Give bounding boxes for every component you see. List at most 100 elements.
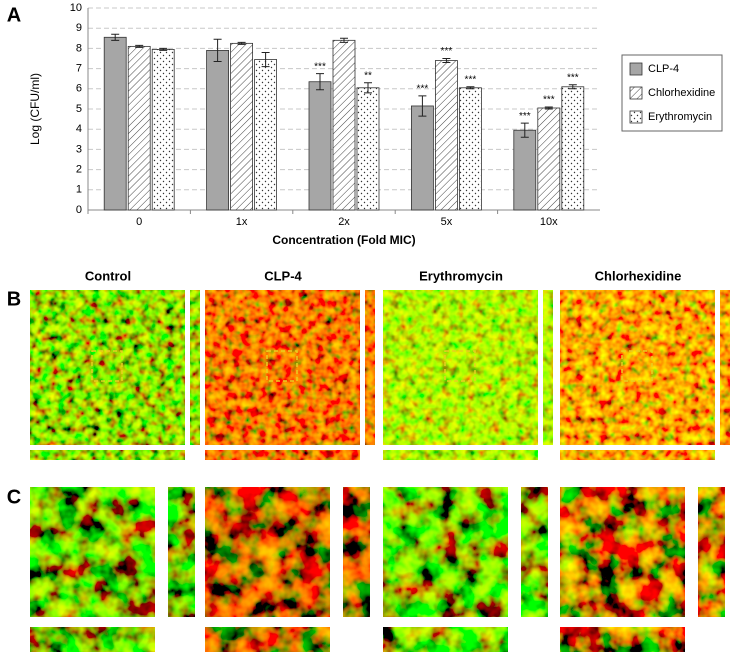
zoom-box <box>444 350 476 382</box>
bar <box>308 81 332 211</box>
error-bar <box>364 82 372 94</box>
legend-label: Erythromycin <box>648 111 712 123</box>
legend-swatch <box>629 110 643 124</box>
error-bar <box>466 86 475 90</box>
bar <box>206 50 230 211</box>
y-axis-title: Log (CFU/ml) <box>28 73 42 145</box>
biofilm-image <box>382 289 539 446</box>
y-tick-label: 4 <box>76 123 82 135</box>
side-section <box>189 289 201 446</box>
bottom-section <box>204 449 361 461</box>
y-tick-label: 1 <box>76 184 82 196</box>
error-bar <box>520 122 529 138</box>
bar <box>103 36 127 211</box>
significance-label: *** <box>567 72 579 83</box>
zoom-bottom-section <box>559 626 686 653</box>
zoom-bottom-section <box>382 626 509 653</box>
error-bar <box>237 41 246 45</box>
bar <box>356 87 380 211</box>
zoom-bottom-section <box>204 626 331 653</box>
x-tick-label: 10x <box>540 216 558 228</box>
panel-label: C <box>7 486 21 508</box>
microscopy-panels: A B C Control CLP-4 Erythromycin Chlorhexidine <box>7 4 731 653</box>
zoom-box <box>266 350 298 382</box>
error-bar <box>544 106 553 110</box>
column-title: CLP-4 <box>264 268 302 283</box>
panel-label: A <box>7 4 21 26</box>
bar-chart: 0 1 2 3 4 5 6 7 8 9 10 Log (CFU/ml) Concentration (F… <box>28 2 723 247</box>
y-tick-label: 6 <box>76 83 82 95</box>
significance-label: *** <box>519 111 531 122</box>
column-title: Control <box>85 268 131 283</box>
error-bar <box>418 95 427 117</box>
x-tick-label: 0 <box>136 216 142 228</box>
side-section <box>364 289 376 446</box>
legend-label: CLP-4 <box>648 63 679 75</box>
error-bar <box>213 38 222 63</box>
column-title: Erythromycin <box>419 268 503 283</box>
legend-swatch <box>629 62 643 76</box>
side-section <box>542 289 554 446</box>
x-axis-title: Concentration (Fold MIC) <box>272 233 415 247</box>
bottom-section <box>382 449 539 461</box>
significance-label: *** <box>314 61 326 72</box>
error-bar <box>159 47 168 51</box>
panel-label: B <box>7 288 21 310</box>
error-bar <box>568 84 577 90</box>
side-section <box>719 289 731 446</box>
zoom-side-section <box>342 486 371 618</box>
zoom-image <box>559 486 686 618</box>
column-title: Chlorhexidine <box>595 268 682 283</box>
bar <box>332 39 356 211</box>
error-bar <box>316 73 324 91</box>
bottom-section <box>559 449 716 461</box>
x-tick-label: 2x <box>338 216 350 228</box>
error-bar <box>261 51 270 68</box>
x-tick-label: 5x <box>441 216 453 228</box>
zoom-side-section <box>697 486 726 618</box>
bottom-section <box>29 449 186 461</box>
y-tick-label: 8 <box>76 42 82 54</box>
error-bar <box>340 37 348 43</box>
legend-swatch <box>629 86 643 100</box>
biofilm-image <box>559 289 716 446</box>
zoom-box <box>621 350 653 382</box>
bar <box>254 59 278 211</box>
bar <box>151 49 175 211</box>
significance-label: ** <box>364 70 372 81</box>
y-tick-label: 10 <box>70 2 82 14</box>
zoom-side-section <box>167 486 196 618</box>
bar <box>561 86 585 211</box>
zoom-side-section <box>520 486 549 618</box>
significance-label: *** <box>465 74 477 85</box>
error-bar <box>111 33 120 41</box>
significance-label: *** <box>441 46 453 57</box>
y-tick-label: 0 <box>76 204 82 216</box>
bar <box>127 45 151 211</box>
zoom-image <box>382 486 509 618</box>
bar <box>458 87 482 211</box>
y-tick-label: 3 <box>76 143 82 155</box>
significance-label: *** <box>543 95 555 106</box>
y-tick-label: 7 <box>76 63 82 75</box>
zoom-bottom-section <box>29 626 156 653</box>
y-tick-label: 9 <box>76 22 82 34</box>
error-bar <box>135 44 144 48</box>
legend-label: Chlorhexidine <box>648 87 715 99</box>
bar <box>410 105 434 211</box>
zoom-image <box>29 486 156 618</box>
bar <box>434 60 458 211</box>
y-tick-label: 5 <box>76 103 82 115</box>
significance-label: *** <box>417 84 429 95</box>
error-bar <box>442 58 451 64</box>
y-tick-label: 2 <box>76 164 82 176</box>
biofilm-image <box>29 289 186 446</box>
bar <box>230 42 254 211</box>
x-tick-label: 1x <box>236 216 248 228</box>
zoom-image <box>204 486 331 618</box>
biofilm-image <box>204 289 361 446</box>
bar <box>537 107 561 211</box>
bar <box>513 129 537 211</box>
zoom-box <box>91 350 123 382</box>
